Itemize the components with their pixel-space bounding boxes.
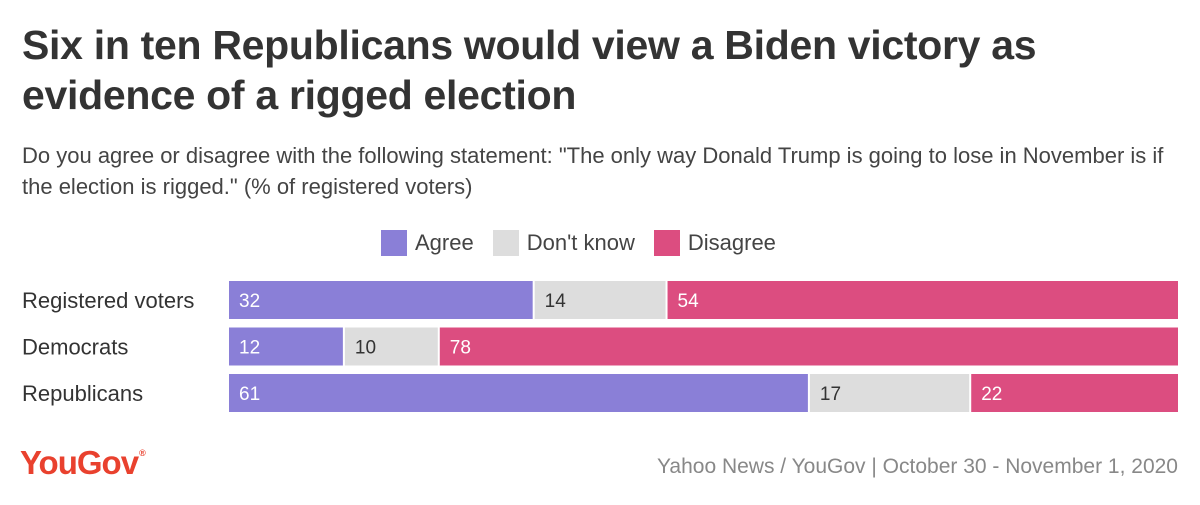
source-note: Yahoo News / YouGov | October 30 - Novem… bbox=[656, 455, 1178, 478]
yougov-logo: YouGov® bbox=[20, 444, 146, 482]
logo-text: YouGov bbox=[20, 444, 139, 481]
value-label-disagree-democrats: 78 bbox=[450, 338, 471, 359]
logo-registered-mark: ® bbox=[139, 448, 146, 458]
stacked-bar-chart: Registered voters 32 14 54 Democrats 12 10 78 Re… bbox=[22, 281, 1178, 412]
chart-title: Six in ten Republicans would view a Bide… bbox=[22, 22, 1037, 118]
bar-disagree-democrats bbox=[439, 327, 1178, 366]
legend-swatch-agree bbox=[381, 230, 407, 256]
value-label-agree-democrats: 12 bbox=[239, 338, 260, 359]
value-label-disagree-registered-voters: 54 bbox=[678, 291, 700, 312]
legend-item-disagree: Disagree bbox=[653, 230, 776, 256]
value-label-disagree-republicans: 22 bbox=[981, 384, 1002, 405]
legend-item-agree: Agree bbox=[381, 230, 474, 256]
legend-label-agree: Agree bbox=[415, 230, 474, 255]
value-label-agree-republicans: 61 bbox=[239, 384, 260, 405]
value-label-agree-registered-voters: 32 bbox=[239, 291, 260, 312]
category-label-democrats: Democrats bbox=[22, 335, 128, 360]
bar-disagree-registered-voters bbox=[667, 281, 1178, 319]
bar-agree-democrats bbox=[229, 327, 343, 366]
value-label-don-t-know-democrats: 10 bbox=[355, 338, 376, 359]
category-label-republicans: Republicans bbox=[22, 381, 143, 406]
bar-agree-registered-voters bbox=[229, 281, 533, 319]
bar-don-t-know-registered-voters bbox=[534, 281, 666, 319]
bar-don-t-know-republicans bbox=[809, 374, 970, 412]
bar-agree-republicans bbox=[229, 374, 808, 412]
category-label-registered-voters: Registered voters bbox=[22, 288, 194, 313]
legend-label-dont-know: Don't know bbox=[526, 230, 635, 255]
legend-swatch-disagree bbox=[653, 230, 680, 256]
value-label-don-t-know-republicans: 17 bbox=[820, 384, 841, 405]
legend: Agree Don't know Disagree bbox=[381, 229, 795, 257]
value-label-don-t-know-registered-voters: 14 bbox=[545, 291, 567, 312]
chart-subtitle: Do you agree or disagree with the follow… bbox=[22, 143, 1164, 199]
legend-swatch-dont-know bbox=[492, 230, 519, 256]
bar-don-t-know-democrats bbox=[344, 327, 438, 366]
legend-label-disagree: Disagree bbox=[687, 230, 776, 255]
legend-item-dont-know: Don't know bbox=[492, 230, 635, 256]
bar-disagree-republicans bbox=[971, 374, 1178, 412]
